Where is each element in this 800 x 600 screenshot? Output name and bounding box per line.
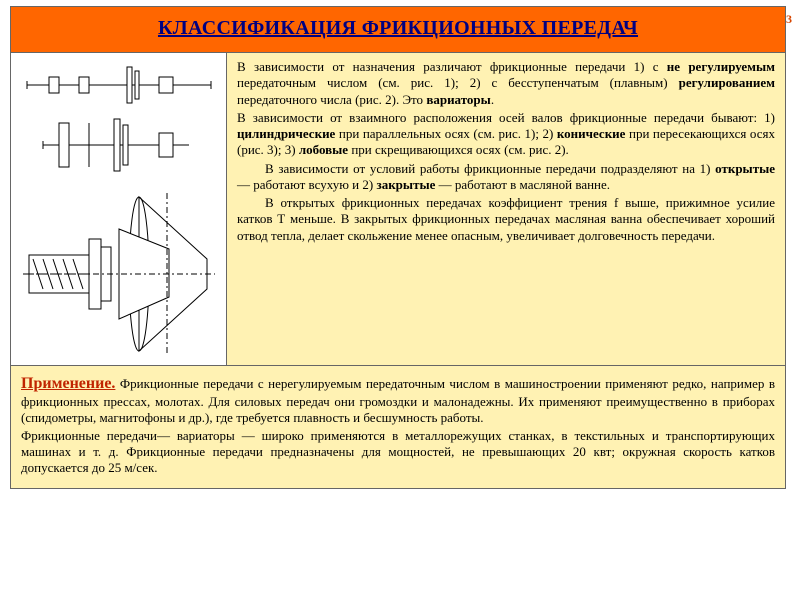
t: В зависимости от назначения различают фр… (237, 59, 667, 74)
t: при скрещивающихся осях (см. рис. 2). (348, 142, 569, 157)
page-title: КЛАССИФИКАЦИЯ ФРИКЦИОННЫХ ПЕРЕДАЧ (19, 17, 777, 40)
title-bar: КЛАССИФИКАЦИЯ ФРИКЦИОННЫХ ПЕРЕДАЧ (11, 7, 785, 53)
t: не регулируемым (667, 59, 775, 74)
t: — работают в масляной ванне. (435, 177, 610, 192)
t: цилиндрические (237, 126, 335, 141)
t: регулированием (679, 75, 775, 90)
t: закрытые (376, 177, 435, 192)
t: конические (557, 126, 626, 141)
para-4: В открытых фрикционных передачах коэффиц… (237, 195, 775, 244)
para-3: В зависимости от условий работы фрикцион… (237, 161, 775, 194)
t: В зависимости от взаимного расположения … (237, 110, 775, 125)
figure-2-svg (19, 189, 219, 359)
mid-row: В зависимости от назначения различают фр… (11, 53, 785, 366)
t: лобовые (299, 142, 348, 157)
figure-column (11, 53, 227, 365)
t: вариаторы (426, 92, 491, 107)
t: — работают всухую и 2) (237, 177, 376, 192)
content-frame: КЛАССИФИКАЦИЯ ФРИКЦИОННЫХ ПЕРЕДАЧ (10, 6, 786, 489)
application-heading: Применение. (21, 375, 115, 392)
body-text: В зависимости от назначения различают фр… (227, 53, 785, 365)
application-section: Применение. Фрикционные передачи с нерег… (11, 366, 785, 488)
t: Фрикционные передачи с нерегулируемым пе… (21, 376, 775, 425)
app-para-1: Применение. Фрикционные передачи с нерег… (21, 374, 775, 426)
para-1: В зависимости от назначения различают фр… (237, 59, 775, 108)
t: передаточным числом (см. рис. 1); 2) с б… (237, 75, 679, 90)
slide-page: 3 КЛАССИФИКАЦИЯ ФРИКЦИОННЫХ ПЕРЕДАЧ (0, 6, 800, 600)
t: при параллельных осях (см. рис. 1); 2) (335, 126, 557, 141)
t: открытые (715, 161, 775, 176)
page-number: 3 (786, 12, 792, 27)
app-para-2: Фрикционные передачи— вариаторы — широко… (21, 428, 775, 476)
para-2: В зависимости от взаимного расположения … (237, 110, 775, 159)
t: передаточного числа (рис. 2). Это (237, 92, 426, 107)
figure-1-svg (19, 63, 219, 183)
t: В зависимости от условий работы фрикцион… (265, 161, 715, 176)
t: . (491, 92, 494, 107)
